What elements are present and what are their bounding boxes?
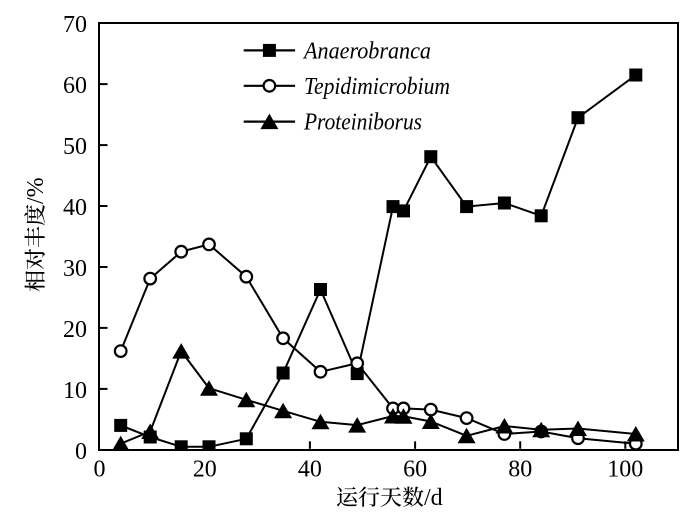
svg-text:20: 20 — [63, 317, 87, 343]
svg-text:/d: /d — [424, 485, 443, 511]
svg-text:60: 60 — [403, 457, 427, 483]
svg-text:0: 0 — [75, 439, 87, 465]
svg-text:60: 60 — [63, 73, 87, 99]
svg-text:50: 50 — [63, 134, 87, 160]
svg-text:0: 0 — [94, 457, 106, 483]
svg-text:/%: /% — [23, 177, 49, 204]
svg-text:Tepidimicrobium: Tepidimicrobium — [304, 74, 450, 100]
svg-text:40: 40 — [63, 195, 87, 221]
svg-text:Anaerobranca: Anaerobranca — [302, 38, 431, 64]
svg-text:80: 80 — [508, 457, 532, 483]
svg-text:30: 30 — [63, 256, 87, 282]
svg-text:Proteiniborus: Proteiniborus — [303, 110, 422, 136]
svg-text:10: 10 — [63, 378, 87, 404]
svg-text:40: 40 — [298, 457, 322, 483]
svg-text:20: 20 — [193, 457, 217, 483]
svg-text:70: 70 — [63, 12, 87, 38]
svg-text:100: 100 — [607, 457, 643, 483]
